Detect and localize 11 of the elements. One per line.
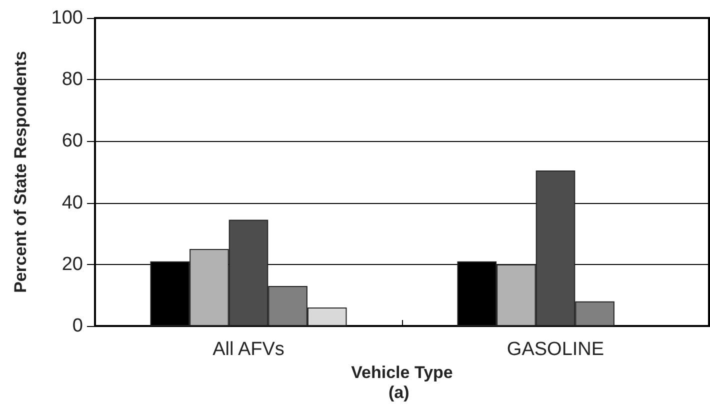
y-tick-label: 100 [51, 8, 83, 28]
x-tick-label: All AFVs [212, 339, 284, 360]
y-tick-label: 60 [62, 130, 83, 152]
x-tick-label: GASOLINE [506, 339, 604, 360]
x-axis-title: Vehicle Type [351, 362, 453, 382]
text: (a) [388, 383, 410, 402]
y-axis-title: Percent of State Respondents [11, 51, 30, 293]
y-tick-label: 20 [62, 254, 83, 275]
y-tick-label: 80 [62, 69, 83, 90]
y-tick-label: 0 [72, 316, 83, 336]
y-tick-label: 40 [62, 192, 83, 214]
